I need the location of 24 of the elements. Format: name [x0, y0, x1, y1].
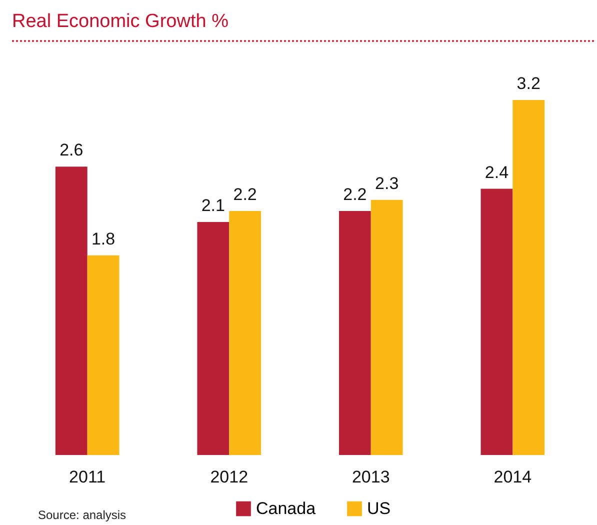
data-label: 2.6 [60, 140, 84, 160]
x-tick-label: 2013 [352, 468, 390, 486]
x-tick-label: 2012 [210, 468, 248, 486]
bar [512, 100, 545, 455]
data-label: 2.2 [343, 184, 367, 204]
data-label: 2.1 [201, 196, 225, 216]
bar [229, 210, 262, 455]
source-note: Source: analysis [38, 508, 126, 522]
data-label: 2.3 [375, 174, 399, 193]
legend-label: US [367, 498, 391, 518]
chart-title: Real Economic Growth % [12, 11, 229, 32]
data-label: 1.8 [91, 229, 116, 248]
legend-label: Canada [256, 498, 316, 518]
bar [87, 255, 120, 455]
bar [197, 222, 230, 455]
data-label: 2.4 [484, 162, 509, 182]
data-label: 3.2 [516, 74, 540, 93]
bar [370, 200, 403, 455]
x-tick-label: 2014 [494, 468, 532, 486]
bar [338, 210, 371, 455]
bar [480, 188, 513, 455]
x-tick-label: 2011 [69, 468, 106, 486]
bar [55, 166, 88, 455]
data-label: 2.2 [233, 184, 257, 204]
